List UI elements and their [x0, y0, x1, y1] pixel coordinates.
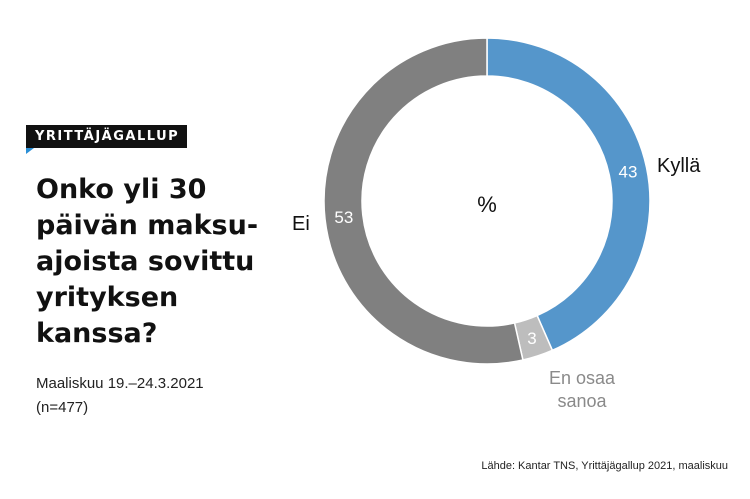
value-labels: 43 3 53 [334, 163, 637, 348]
sample-size: (n=477) [36, 399, 89, 416]
chart-question: Onko yli 30 päivän maksu- ajoista sovitt… [36, 174, 259, 349]
category-label-kyllä: Kyllä [657, 155, 701, 177]
category-label-en-osaa-sanoa: En osaa sanoa [549, 368, 616, 411]
survey-date: Maaliskuu 19.–24.3.2021 [36, 375, 204, 392]
survey-badge: YRITTÄJÄGALLUP [26, 125, 188, 148]
value-label-kyllä: 43 [618, 163, 637, 182]
source-note: Lähde: Kantar TNS, Yrittäjägallup 2021, … [481, 460, 728, 472]
category-label-ei: Ei [292, 213, 310, 235]
value-label-ei: 53 [334, 208, 353, 227]
donut-slices [323, 37, 651, 365]
center-label: % [477, 192, 497, 217]
badge-accent [26, 148, 34, 154]
category-labels: Kyllä En osaa sanoa Ei [292, 155, 701, 411]
value-label-en-osaa-sanoa: 3 [527, 329, 536, 348]
slice-kyllä [486, 37, 651, 352]
slice-ei [323, 37, 524, 365]
